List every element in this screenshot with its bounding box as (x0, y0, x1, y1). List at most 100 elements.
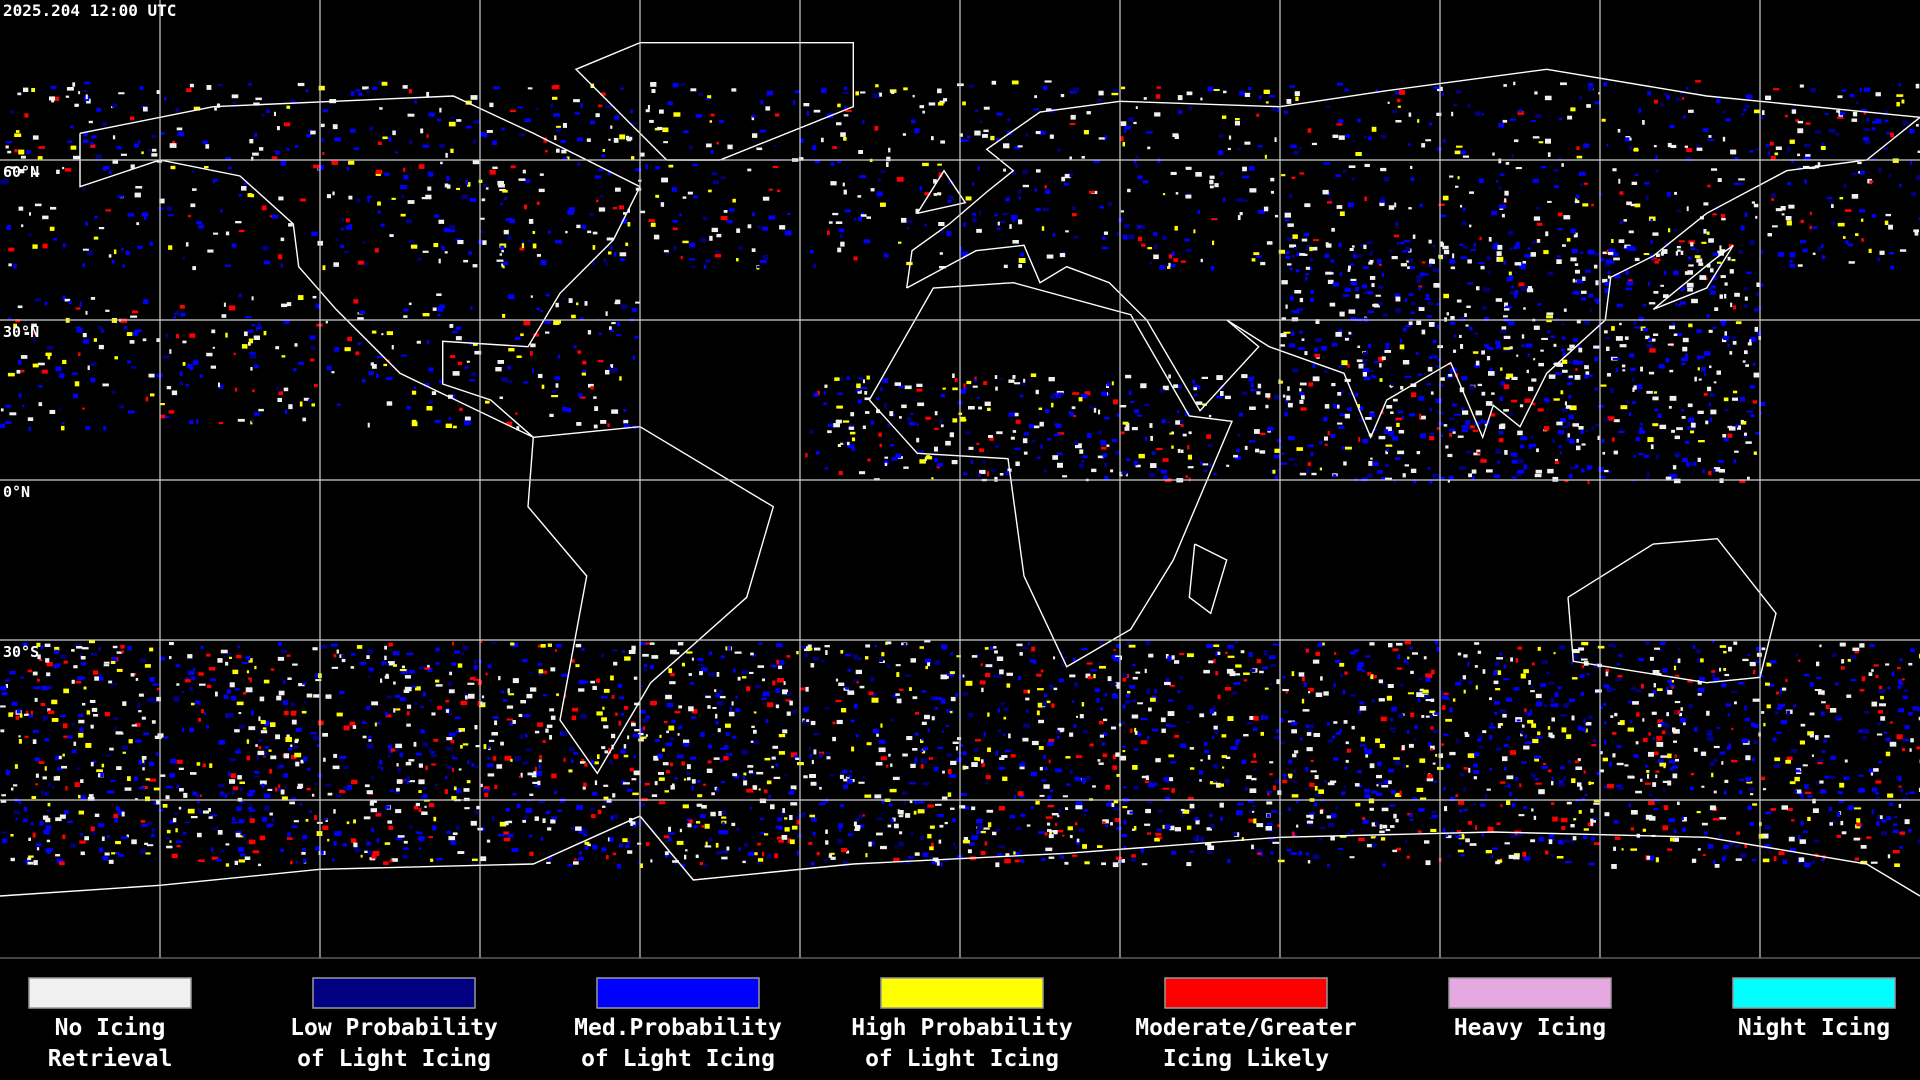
icing-pixel (134, 192, 141, 198)
icing-pixel (353, 299, 359, 304)
icing-pixel (1404, 840, 1408, 844)
icing-pixel (82, 333, 87, 338)
icing-pixel (1658, 648, 1663, 652)
icing-pixel (1536, 448, 1539, 453)
icing-pixel (74, 381, 80, 387)
icing-pixel (1739, 479, 1746, 483)
icing-pixel (1876, 821, 1880, 826)
icing-pixel (229, 757, 237, 761)
icing-pixel (577, 162, 580, 166)
icing-pixel (1579, 96, 1582, 100)
icing-pixel (931, 477, 934, 480)
icing-pixel (765, 106, 771, 111)
icing-pixel (333, 654, 337, 658)
icing-pixel (1716, 726, 1720, 729)
icing-pixel (651, 794, 658, 797)
icing-pixel (967, 135, 971, 139)
icing-pixel (1744, 212, 1748, 217)
icing-pixel (252, 152, 259, 156)
icing-pixel (688, 145, 694, 150)
icing-pixel (1707, 184, 1711, 188)
icing-pixel (1498, 438, 1504, 443)
icing-pixel (1690, 242, 1694, 247)
icing-pixel (939, 824, 944, 828)
icing-pixel (1103, 718, 1108, 722)
icing-pixel (1464, 733, 1470, 737)
icing-pixel (264, 721, 270, 726)
icing-pixel (91, 135, 97, 139)
icing-pixel (1508, 247, 1512, 251)
icing-pixel (1018, 196, 1022, 200)
icing-pixel (323, 757, 326, 762)
icing-pixel (126, 332, 133, 336)
icing-pixel (1702, 128, 1709, 132)
icing-pixel (1724, 293, 1727, 299)
icing-pixel (1898, 83, 1901, 87)
icing-pixel (1216, 651, 1221, 655)
icing-pixel (1069, 156, 1072, 160)
icing-pixel (1879, 703, 1886, 707)
icing-pixel (853, 703, 858, 709)
icing-pixel (1461, 425, 1469, 429)
icing-pixel (1818, 246, 1821, 252)
icing-pixel (1582, 276, 1586, 281)
icing-pixel (1916, 124, 1919, 127)
icing-pixel (752, 785, 758, 790)
icing-pixel (1276, 679, 1280, 685)
icing-pixel (395, 809, 402, 814)
icing-pixel (785, 699, 791, 702)
icing-pixel (213, 232, 219, 235)
icing-pixel (1600, 384, 1607, 387)
icing-pixel (1593, 345, 1600, 349)
icing-pixel (738, 847, 741, 851)
icing-pixel (320, 137, 325, 143)
icing-pixel (1395, 120, 1402, 123)
icing-pixel (1211, 218, 1218, 221)
icing-pixel (377, 80, 381, 85)
icing-pixel (1102, 236, 1106, 240)
icing-pixel (1014, 859, 1020, 863)
icing-pixel (1733, 459, 1737, 464)
icing-pixel (1465, 420, 1471, 425)
icing-pixel (285, 785, 288, 789)
icing-pixel (1593, 842, 1600, 845)
icing-pixel (578, 828, 584, 834)
icing-pixel (1298, 347, 1305, 351)
icing-pixel (1688, 264, 1694, 267)
icing-pixel (762, 196, 770, 201)
icing-pixel (38, 402, 43, 407)
icing-pixel (1693, 727, 1698, 732)
icing-pixel (1597, 405, 1604, 408)
icing-pixel (1682, 337, 1689, 343)
icing-pixel (1475, 410, 1483, 416)
icing-pixel (1899, 658, 1903, 662)
icing-pixel (1437, 358, 1442, 362)
icing-pixel (1746, 410, 1754, 413)
icing-pixel (1656, 673, 1662, 676)
icing-pixel (600, 92, 606, 96)
icing-pixel (1553, 168, 1560, 172)
icing-pixel (1012, 240, 1019, 244)
icing-pixel (1397, 654, 1400, 660)
icing-pixel (988, 666, 994, 669)
icing-pixel (1149, 423, 1153, 428)
icing-pixel (1329, 197, 1332, 202)
icing-pixel (1491, 847, 1498, 850)
icing-pixel (1476, 449, 1481, 453)
icing-pixel (1663, 294, 1669, 298)
icing-pixel (545, 728, 549, 733)
icing-pixel (1518, 109, 1522, 113)
icing-pixel (603, 796, 609, 801)
icing-pixel (1641, 683, 1644, 689)
icing-pixel (1099, 661, 1102, 664)
icing-pixel (1731, 259, 1736, 262)
icing-pixel (881, 799, 885, 804)
icing-pixel (1613, 450, 1618, 455)
icing-pixel (1398, 430, 1405, 434)
icing-pixel (1706, 314, 1710, 318)
icing-pixel (1495, 688, 1501, 691)
icing-pixel (1281, 280, 1288, 285)
icing-pixel (1516, 472, 1522, 477)
icing-pixel (42, 243, 48, 249)
icing-pixel (1319, 837, 1323, 841)
